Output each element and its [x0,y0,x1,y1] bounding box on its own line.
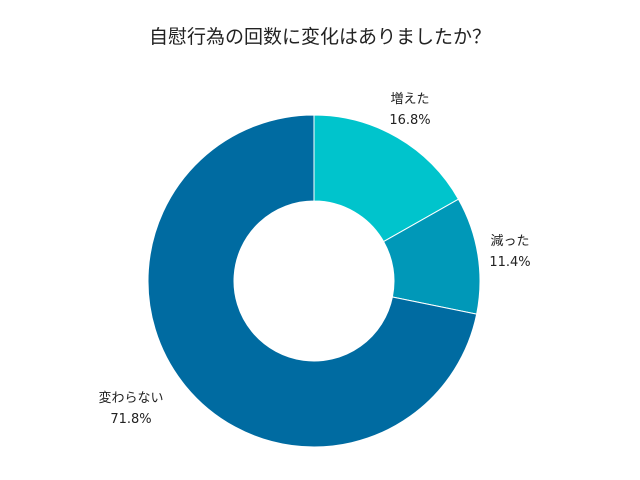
slice-label-1: 増えた [390,92,429,107]
slice-value-3: 71.8% [110,412,151,427]
slice-value-1: 16.8% [389,113,430,128]
slice-label-3: 変わらない [98,390,163,406]
slice-value-2: 11.4% [489,255,530,270]
slice-3 [147,114,478,448]
slice-labels: 増えた 16.8% 減った 11.4% 変わらない 71.8% [98,92,530,427]
slice-1 [313,114,460,243]
slice-label-2: 減った [490,233,529,249]
donut-slices [147,114,481,448]
chart-title: 自慰行為の回数に変化はありましたか？ [149,26,491,48]
